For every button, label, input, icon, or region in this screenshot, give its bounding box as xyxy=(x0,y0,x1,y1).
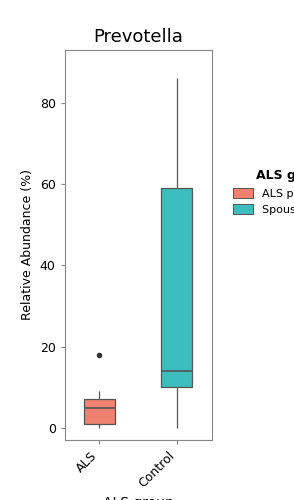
Title: Prevotella: Prevotella xyxy=(93,28,183,46)
Bar xyxy=(84,400,115,424)
X-axis label: ALS group: ALS group xyxy=(103,496,174,500)
Legend: ALS patients, Spouse controls: ALS patients, Spouse controls xyxy=(229,165,294,220)
Y-axis label: Relative Abundance (%): Relative Abundance (%) xyxy=(21,170,34,320)
Bar xyxy=(161,188,192,387)
